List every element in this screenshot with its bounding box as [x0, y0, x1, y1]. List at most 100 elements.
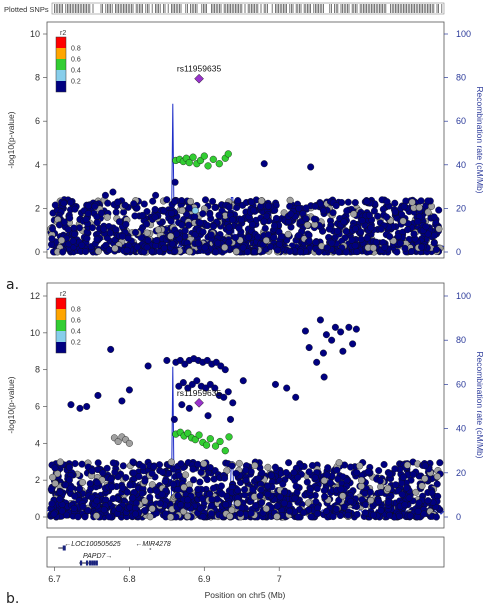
snp-point-no-ld	[412, 488, 420, 496]
snp-point-no-ld	[433, 473, 441, 481]
snp-point-no-ld	[262, 505, 270, 513]
snp-point-low-ld	[198, 495, 206, 503]
snp-point-low-ld	[109, 495, 117, 503]
snp-point-low-ld	[424, 497, 432, 505]
snp-point-low-ld	[196, 219, 204, 227]
snp-point-low-ld	[93, 479, 101, 487]
snp-point-low-ld	[201, 244, 209, 252]
snp-point-low-ld	[88, 467, 96, 475]
plotted-snps-track: Plotted SNPs	[4, 2, 445, 15]
snp-point-low-ld	[312, 238, 320, 246]
snp-point-low-ld	[210, 475, 218, 483]
snp-point-low-ld	[168, 240, 176, 248]
snp-point-low-ld	[325, 225, 333, 233]
snp-point-low-ld	[171, 197, 179, 205]
snp-point-no-ld	[167, 513, 175, 521]
legend-color-swatch	[56, 331, 66, 342]
snp-point-low-ld	[67, 401, 75, 409]
legend-label: 0.2	[71, 79, 81, 86]
snp-point-low-ld	[99, 469, 107, 477]
gene-exon	[79, 560, 83, 566]
snp-point-low-ld	[153, 487, 161, 495]
y-tick-label: 12	[30, 291, 40, 301]
lead-snp-marker	[194, 73, 204, 84]
snp-point-low-ld	[347, 463, 355, 471]
legend-color-swatch	[56, 59, 66, 70]
snp-point-low-ld	[225, 238, 233, 246]
snp-point-low-ld	[71, 492, 79, 500]
snp-point-low-ld	[79, 503, 87, 511]
y-tick-label: 2	[35, 475, 40, 485]
snp-point-low-ld	[112, 208, 120, 216]
snp-point-no-ld	[350, 210, 358, 218]
snp-point-low-ld	[397, 239, 405, 247]
snp-point-no-ld	[182, 471, 190, 479]
snp-point-low-ld	[91, 202, 99, 210]
snp-point-low-ld	[313, 358, 321, 366]
snp-point-low-ld	[344, 198, 352, 206]
snp-point-low-ld	[47, 485, 55, 493]
snp-point-low-ld	[71, 230, 79, 238]
snp-point-low-ld	[285, 459, 293, 467]
snp-point-no-ld	[286, 196, 294, 204]
y2-tick-label: 0	[456, 247, 461, 257]
snp-point-no-ld	[384, 484, 392, 492]
snp-point-low-ld	[148, 247, 156, 255]
snp-point-low-ld	[377, 489, 385, 497]
snp-point-no-ld	[125, 439, 133, 447]
panel-a-legend: r2 0.8 0.6 0.4 0.2	[55, 30, 81, 93]
snp-point-low-ld	[358, 496, 366, 504]
snp-point-low-ld	[328, 336, 336, 344]
legend-label: 0.4	[71, 68, 81, 75]
snp-point-low-ld	[106, 229, 114, 237]
snp-point-low-ld	[208, 502, 216, 510]
y2-tick-label: 100	[456, 29, 471, 39]
x-tick-label: 7	[277, 574, 282, 584]
snp-point-low-ld	[158, 468, 166, 476]
snp-point-low-ld	[83, 403, 91, 411]
snp-point-low-ld	[234, 486, 242, 494]
snp-point-low-ld	[221, 366, 229, 374]
snp-point-low-ld	[144, 236, 152, 244]
snp-point-low-ld	[160, 207, 168, 215]
snp-point-low-ld	[303, 478, 311, 486]
y2-tick-label: 60	[456, 116, 466, 126]
snp-point-low-ld	[320, 373, 328, 381]
snp-point-low-ld	[78, 460, 86, 468]
snp-point-low-ld	[280, 488, 288, 496]
snp-point-low-ld	[209, 484, 217, 492]
snp-point-low-ld	[48, 500, 56, 508]
snp-point-low-ld	[56, 488, 64, 496]
snp-point-low-ld	[353, 510, 361, 518]
snp-point-low-ld	[163, 196, 171, 204]
snp-point-low-ld	[364, 468, 372, 476]
snp-point-low-ld	[51, 464, 59, 472]
snp-point-low-ld	[294, 513, 302, 521]
snp-point-low-ld	[247, 509, 255, 517]
snp-point-low-ld	[386, 511, 394, 519]
snp-point-low-ld	[174, 486, 182, 494]
snp-point-low-ld	[140, 200, 148, 208]
legend-label: 0.8	[71, 46, 81, 53]
snp-point-low-ld	[67, 484, 75, 492]
snp-point-low-ld	[264, 482, 272, 490]
snp-point-low-ld	[332, 505, 340, 513]
snp-point-low-ld	[152, 191, 160, 199]
snp-point-ld-0.4-0.6	[216, 437, 224, 446]
snp-point-low-ld	[386, 470, 394, 478]
snp-point-low-ld	[375, 467, 383, 475]
snp-point-low-ld	[383, 198, 391, 206]
y-tick-label: 0	[35, 247, 40, 257]
snp-point-low-ld	[377, 225, 385, 233]
snp-point-low-ld	[252, 502, 260, 510]
snp-point-low-ld	[71, 460, 79, 468]
snp-point-low-ld	[194, 485, 202, 493]
snp-point-low-ld	[352, 325, 360, 333]
snp-point-low-ld	[380, 461, 388, 469]
snp-point-low-ld	[255, 475, 263, 483]
snp-point-low-ld	[313, 510, 321, 518]
snp-point-low-ld	[114, 198, 122, 206]
snp-point-low-ld	[191, 212, 199, 220]
snp-point-low-ld	[323, 471, 331, 479]
snp-point-low-ld	[308, 462, 316, 470]
